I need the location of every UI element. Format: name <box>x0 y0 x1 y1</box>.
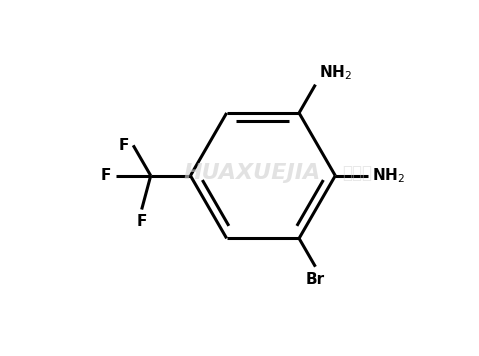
Text: F: F <box>118 138 128 153</box>
Text: NH$_2$: NH$_2$ <box>372 166 405 185</box>
Text: F: F <box>137 214 147 229</box>
Text: NH$_2$: NH$_2$ <box>319 64 352 82</box>
Text: Br: Br <box>306 272 325 287</box>
Text: 化学加: 化学加 <box>342 164 372 182</box>
Text: F: F <box>101 168 111 183</box>
Text: HUAXUEJIA: HUAXUEJIA <box>183 163 320 183</box>
